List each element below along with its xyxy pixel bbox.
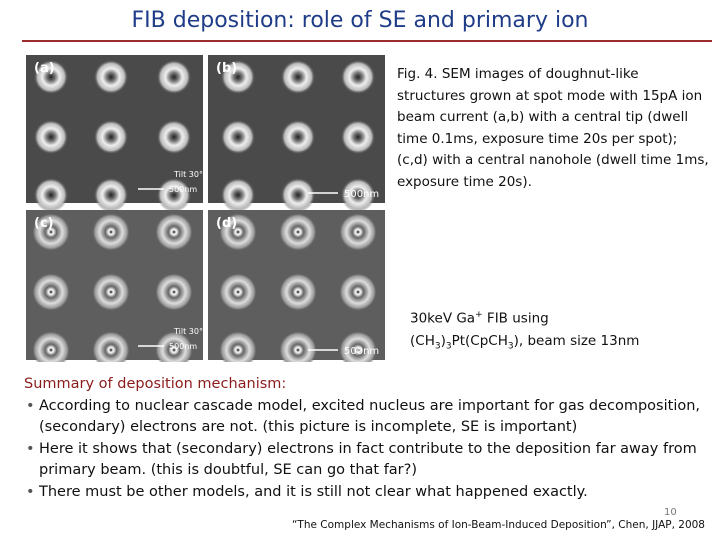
doughnut — [341, 60, 375, 94]
subscript: 3 — [507, 341, 514, 352]
doughnut — [339, 331, 377, 362]
doughnut — [341, 120, 375, 154]
doughnut — [32, 273, 70, 311]
doughnut — [221, 120, 255, 154]
doughnut — [92, 273, 130, 311]
doughnut — [341, 178, 375, 212]
summary-heading: Summary of deposition mechanism: — [24, 376, 287, 392]
scale-label: 500nm — [169, 342, 197, 351]
doughnut — [94, 178, 128, 212]
figure-caption: Fig. 4. SEM images of doughnut-like stru… — [397, 66, 709, 190]
doughnut — [219, 213, 257, 251]
doughnut — [155, 331, 193, 362]
doughnut — [155, 273, 193, 311]
sem-panel: (c) Tilt 30° 500nm — [26, 210, 203, 362]
sem-figure: (a) Tilt 30° 500nm (b) 500nm (c) Tilt 30° 500nm… — [26, 55, 385, 362]
bullet: Here it shows that (secondary) electrons… — [24, 439, 714, 482]
scale-label: 500nm — [169, 185, 197, 194]
panel-label: (d) — [216, 216, 237, 231]
tilt-label: Tilt 30° — [173, 170, 203, 179]
doughnut — [339, 213, 377, 251]
doughnut — [34, 178, 68, 212]
doughnut — [32, 331, 70, 362]
doughnut — [281, 60, 315, 94]
panel-label: (c) — [34, 216, 54, 231]
sem-panel: (a) Tilt 30° 500nm — [26, 55, 203, 212]
doughnut — [281, 178, 315, 212]
panel-label: (b) — [216, 61, 237, 76]
panel-label: (a) — [34, 61, 55, 76]
doughnut — [279, 273, 317, 311]
beam-note: 30keV Ga+ FIB using (CH3)3Pt(CpCH3), bea… — [410, 304, 639, 357]
summary: Summary of deposition mechanism: Accordi… — [24, 374, 714, 503]
doughnut — [221, 178, 255, 212]
doughnut — [157, 178, 191, 212]
superscript: + — [475, 310, 483, 320]
title-rule — [22, 40, 712, 42]
text: (CH — [410, 332, 435, 349]
sem-panel: (d) 500nm — [208, 210, 385, 362]
doughnut — [339, 273, 377, 311]
text: 30keV Ga — [410, 310, 476, 327]
bullet: According to nuclear cascade model, exci… — [24, 396, 714, 439]
citation: “The Complex Mechanisms of Ion-Beam-Indu… — [291, 519, 705, 531]
doughnut — [155, 213, 193, 251]
doughnut — [157, 60, 191, 94]
subscript: 3 — [445, 341, 452, 352]
doughnut — [92, 331, 130, 362]
subscript: 3 — [434, 341, 441, 352]
scale-label: 500nm — [344, 189, 379, 200]
text: ) — [440, 332, 446, 349]
slide-title: FIB deposition: role of SE and primary i… — [131, 8, 589, 33]
doughnut — [279, 213, 317, 251]
doughnut — [279, 331, 317, 362]
doughnut — [32, 213, 70, 251]
doughnut — [157, 120, 191, 154]
scale-label: 500nm — [344, 346, 379, 357]
note-line: 30keV Ga+ FIB using — [410, 304, 639, 330]
doughnut — [219, 273, 257, 311]
bullet: There must be other models, and it is st… — [24, 482, 714, 504]
doughnut — [92, 213, 130, 251]
page-number: 10 — [664, 507, 677, 518]
sem-panel: (b) 500nm — [208, 55, 385, 212]
doughnut — [34, 60, 68, 94]
text: ), beam size 13nm — [513, 332, 640, 349]
doughnut — [221, 60, 255, 94]
text: Pt(CpCH — [451, 332, 508, 349]
bullet-list: According to nuclear cascade model, exci… — [24, 396, 714, 504]
note-line: (CH3)3Pt(CpCH3), beam size 13nm — [410, 330, 639, 358]
doughnut — [94, 60, 128, 94]
tilt-label: Tilt 30° — [173, 327, 203, 336]
doughnut — [219, 331, 257, 362]
text: FIB using — [482, 310, 549, 327]
doughnut — [281, 120, 315, 154]
doughnut — [34, 120, 68, 154]
doughnut — [94, 120, 128, 154]
